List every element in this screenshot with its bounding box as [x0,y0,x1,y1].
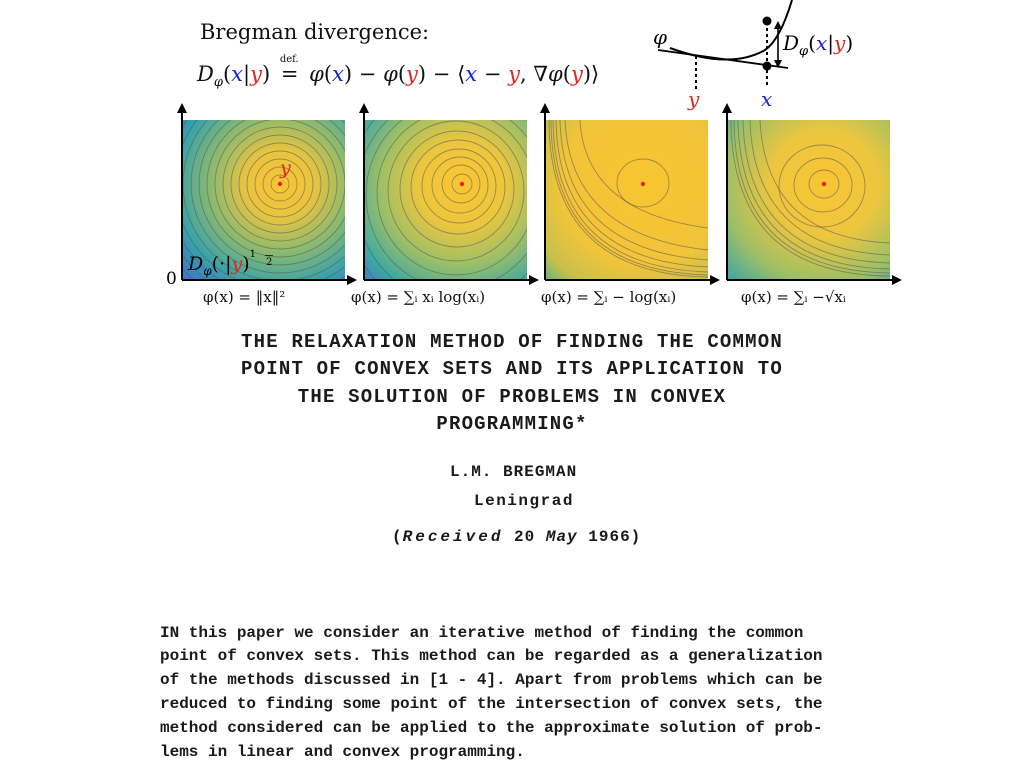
curve-point-x [762,16,772,26]
bregman-formula: Dφ(x|y) def. = φ(x) − φ(y) − ⟨x − y, ∇φ(y… [197,54,600,91]
caption-squared-norm: φ(x) = ‖x‖² [203,288,286,306]
panel-overlay-divergence: Dφ(·|y)1 [187,249,256,278]
inset-x-label: x [761,87,772,111]
paper-body-line-6: lems in linear and convex programming. [160,743,525,761]
inset-divergence-label: Dφ(x|y) [782,31,853,59]
panel-squared-norm: y Dφ(·|y)1 2 [182,120,345,280]
paper-title-line-4: PROGRAMMING* [436,413,588,435]
paper-body-line-3: of the methods discussed in [1 - 4]. Apa… [160,671,823,689]
paper-received-date: (Received 20 May 1966) [392,528,642,546]
panel-sqrt-barrier [727,120,890,280]
convex-function-curve [669,0,793,61]
divergence-panels: y Dφ(·|y)1 2 [166,103,902,289]
paper-body-line-5: method considered can be applied to the … [160,719,823,737]
inset-y-label: y [687,87,700,111]
paper-title-line-2: POINT OF CONVEX SETS AND ITS APPLICATION… [241,358,783,380]
paper-location: Leningrad [474,492,574,510]
origin-label: 0 [166,269,177,289]
caption-log-barrier: φ(x) = ∑ᵢ − log(xᵢ) [541,288,677,306]
paper-body-line-4: reduced to finding some point of the int… [160,695,823,713]
caption-sqrt-barrier: φ(x) = ∑ᵢ −√xᵢ [741,288,846,306]
panel-entropy [364,120,527,280]
paper-body-line-2: point of convex sets. This method can be… [160,647,823,665]
paper-author: L.M. BREGMAN [450,463,578,481]
panel-y-point-label: y [279,157,291,179]
paper-title-line-1: THE RELAXATION METHOD OF FINDING THE COM… [241,331,783,353]
caption-entropy: φ(x) = ∑ᵢ xᵢ log(xᵢ) [351,288,486,306]
inset-phi-label: φ [653,25,667,49]
svg-text:2: 2 [266,257,272,268]
paper-title-line-3: THE SOLUTION OF PROBLEMS IN CONVEX [297,386,727,408]
bregman-heading: Bregman divergence: [200,20,430,44]
panel-axes [181,108,897,281]
tangent-point-x [762,61,772,71]
panel-log-barrier [545,120,708,280]
bregman-inset-diagram: φ y x Dφ(x|y) [653,0,853,111]
paper-body-line-1: IN this paper we consider an iterative m… [160,624,804,642]
